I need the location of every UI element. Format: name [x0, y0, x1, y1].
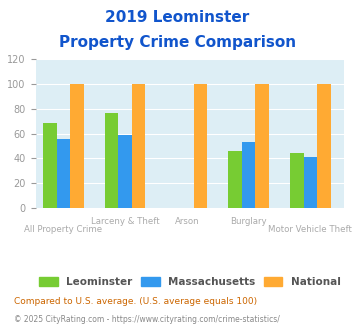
Bar	[290, 153, 304, 208]
Text: Burglary: Burglary	[230, 216, 267, 226]
Bar	[105, 113, 118, 208]
Bar	[193, 84, 207, 208]
Bar	[228, 151, 242, 208]
Bar	[317, 84, 331, 208]
Text: © 2025 CityRating.com - https://www.cityrating.com/crime-statistics/: © 2025 CityRating.com - https://www.city…	[14, 315, 280, 324]
Text: Arson: Arson	[175, 216, 199, 226]
Text: Motor Vehicle Theft: Motor Vehicle Theft	[268, 225, 352, 234]
Bar	[118, 135, 132, 208]
Bar	[56, 139, 70, 208]
Bar	[43, 122, 56, 208]
Bar	[304, 157, 317, 208]
Bar	[70, 84, 84, 208]
Text: Larceny & Theft: Larceny & Theft	[91, 216, 159, 226]
Text: All Property Crime: All Property Crime	[24, 225, 102, 234]
Bar	[242, 142, 255, 208]
Bar	[255, 84, 269, 208]
Legend: Leominster, Massachusetts, National: Leominster, Massachusetts, National	[35, 273, 345, 291]
Text: Property Crime Comparison: Property Crime Comparison	[59, 35, 296, 50]
Text: 2019 Leominster: 2019 Leominster	[105, 10, 250, 25]
Bar	[132, 84, 146, 208]
Text: Compared to U.S. average. (U.S. average equals 100): Compared to U.S. average. (U.S. average …	[14, 297, 257, 306]
